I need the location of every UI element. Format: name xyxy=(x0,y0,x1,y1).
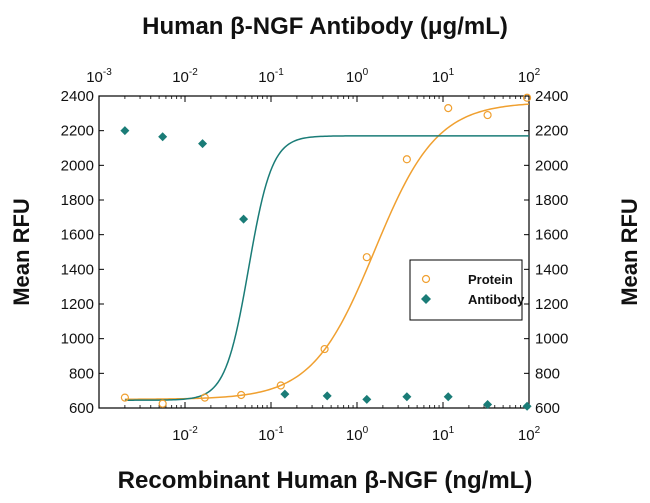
y-axis-label-left: Mean RFU xyxy=(9,198,34,306)
y-tick-label-right: 1000 xyxy=(535,331,568,348)
x-tick-label-bottom: 102 xyxy=(518,425,541,444)
x-tick-label-top: 10-3 xyxy=(86,67,112,86)
protein-data-point xyxy=(200,393,209,402)
protein-data-point xyxy=(276,381,285,390)
antibody-data-point xyxy=(120,126,130,136)
antibody-data-point xyxy=(158,132,168,142)
protein-data-point xyxy=(120,393,129,402)
protein-data-point xyxy=(444,104,453,113)
y-tick-label-left: 2400 xyxy=(61,88,94,105)
y-tick-label-left: 1200 xyxy=(61,296,94,313)
x-tick-label-bottom: 100 xyxy=(346,425,369,444)
antibody-data-point xyxy=(362,394,372,404)
chart-title: Human β-NGF Antibody (μg/mL) xyxy=(142,13,508,40)
y-tick-label-left: 1800 xyxy=(61,192,94,209)
x-tick-label-top: 10-1 xyxy=(258,67,284,86)
antibody-data-point xyxy=(322,391,332,401)
x-tick-label-bottom: 10-2 xyxy=(172,425,198,444)
y-tick-label-left: 1400 xyxy=(61,261,94,278)
antibody-data-point xyxy=(402,392,412,402)
fit-curves xyxy=(124,103,530,401)
axis-ticks: 600 600 800 800 1000 1000 1200 1200 1400 1400 1600… xyxy=(61,67,569,444)
y-tick-label-right: 1200 xyxy=(535,296,568,313)
antibody-data-point xyxy=(280,389,290,399)
y-tick-label-right: 2000 xyxy=(535,157,568,174)
y-tick-label-right: 600 xyxy=(535,400,560,417)
protein-data-point xyxy=(362,253,371,262)
antibody-data-point xyxy=(239,214,249,224)
antibody-fit-curve xyxy=(124,135,529,401)
x-tick-label-bottom: 101 xyxy=(432,425,455,444)
antibody-data-point xyxy=(522,401,532,411)
protein-data-point xyxy=(483,110,492,120)
legend: Protein Antibody xyxy=(409,259,525,321)
y-tick-label-right: 1600 xyxy=(535,227,568,244)
antibody-data-point xyxy=(443,392,453,402)
protein-data-point xyxy=(522,93,532,102)
y-tick-label-left: 2000 xyxy=(61,157,94,174)
legend-antibody-label: Antibody xyxy=(468,292,525,307)
protein-fit-curve xyxy=(124,103,530,400)
y-tick-label-left: 600 xyxy=(69,400,94,417)
x-axis-label: Recombinant Human β-NGF (ng/mL) xyxy=(118,467,533,494)
plot-frame xyxy=(98,95,530,409)
protein-data-point xyxy=(158,399,167,408)
data-points xyxy=(120,93,532,411)
legend-protein-label: Protein xyxy=(468,272,513,287)
y-tick-label-right: 2200 xyxy=(535,123,568,140)
x-tick-label-top: 100 xyxy=(346,67,369,86)
x-tick-label-bottom: 10-1 xyxy=(258,425,284,444)
y-tick-label-right: 800 xyxy=(535,365,560,382)
antibody-data-point xyxy=(483,400,493,410)
antibody-data-point xyxy=(198,139,208,149)
x-tick-label-top: 101 xyxy=(432,67,455,86)
y-tick-label-left: 1000 xyxy=(61,331,94,348)
legend-protein-marker xyxy=(421,274,431,284)
legend-antibody-marker xyxy=(421,294,431,304)
y-axis-label-right: Mean RFU xyxy=(617,198,642,306)
protein-data-point xyxy=(402,155,411,164)
x-tick-label-top: 102 xyxy=(518,67,541,86)
y-tick-label-right: 1400 xyxy=(535,261,568,278)
protein-data-point xyxy=(237,390,246,400)
y-tick-label-left: 1600 xyxy=(61,227,94,244)
legend-box xyxy=(409,259,523,321)
y-tick-label-right: 1800 xyxy=(535,192,568,209)
y-tick-label-left: 800 xyxy=(69,365,94,382)
y-tick-label-left: 2200 xyxy=(61,123,94,140)
protein-data-point xyxy=(320,344,329,354)
y-tick-label-right: 2400 xyxy=(535,88,568,105)
x-tick-label-top: 10-2 xyxy=(172,67,198,86)
